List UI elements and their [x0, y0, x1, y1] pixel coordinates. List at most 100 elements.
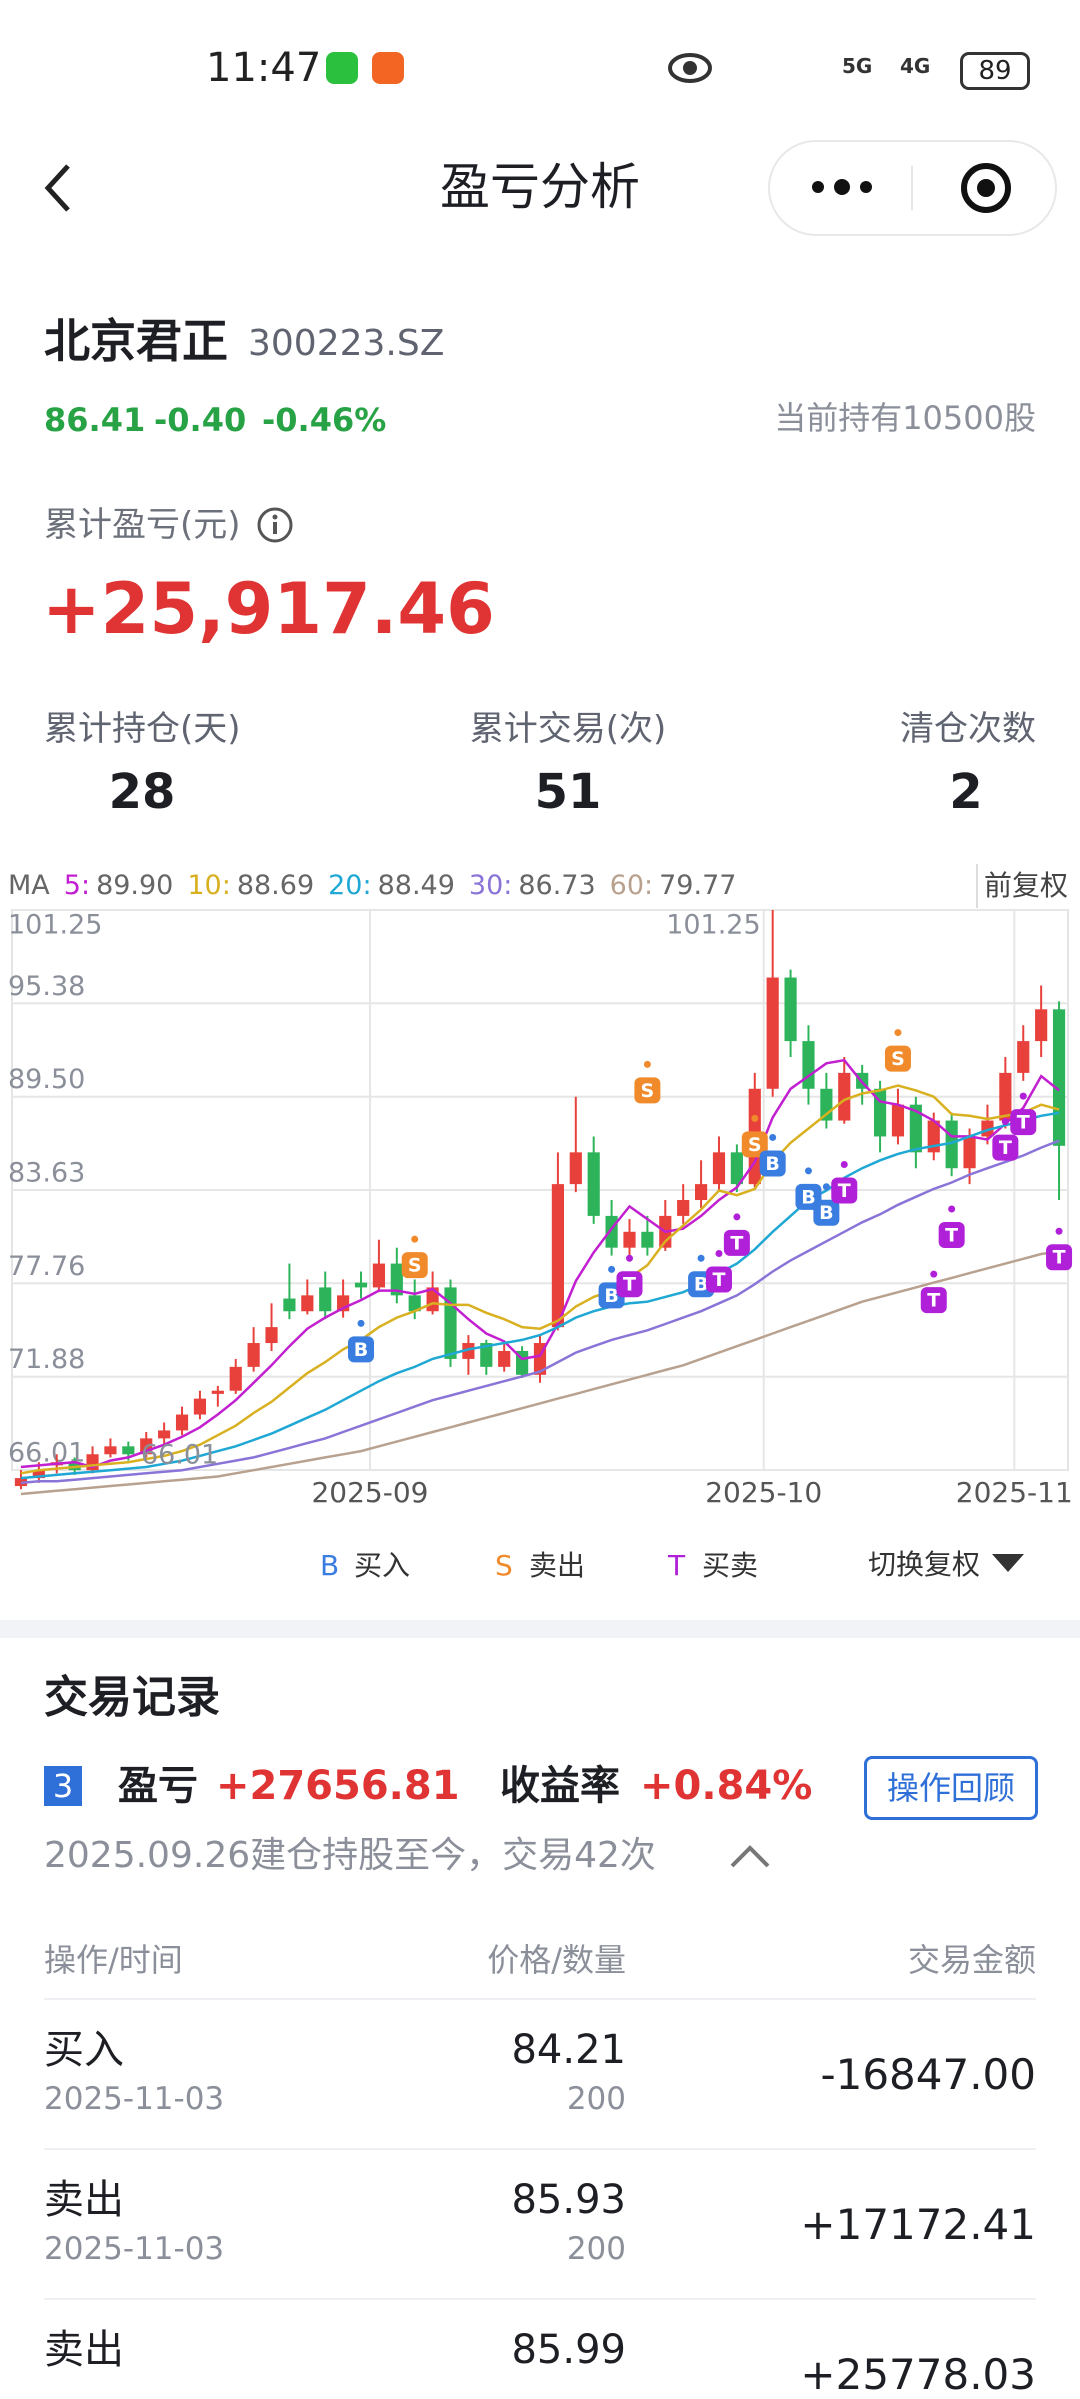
row-price: 85.99	[511, 2327, 626, 2373]
trade-marker-label: B	[354, 1339, 368, 1361]
ma-legend: MA 589.90 1088.69 2088.49 3086.73 6079.77	[8, 870, 736, 901]
candle-body	[175, 1414, 189, 1431]
row-amount: +25778.03	[800, 2350, 1036, 2399]
ma-line	[20, 1111, 1060, 1480]
trade-marker	[401, 1252, 428, 1279]
candle-body	[1052, 1009, 1066, 1146]
trade-marker-label: B	[765, 1153, 779, 1175]
pnl-value: +27656.81	[216, 1763, 460, 1809]
trade-marker	[992, 1134, 1019, 1161]
back-button[interactable]	[40, 160, 80, 216]
row-qty: 200	[566, 2081, 626, 2117]
column-header: 价格/数量	[487, 1941, 626, 1979]
trade-marker	[884, 1045, 911, 1072]
trade-marker-label: S	[408, 1255, 422, 1277]
candle-body	[694, 1184, 708, 1201]
marker-dot	[1001, 1118, 1009, 1126]
ma-line	[20, 1139, 1060, 1485]
trade-marker-label: T	[623, 1274, 636, 1296]
page-title: 盈亏分析	[440, 158, 640, 216]
status-time: 11:47	[206, 45, 322, 91]
ma-value: 88.49	[377, 870, 455, 901]
stock-name: 北京君正	[44, 314, 228, 368]
candle-body	[301, 1295, 314, 1312]
candle-body	[784, 977, 797, 1042]
candle-body	[677, 1200, 690, 1216]
stat-label: 累计持仓(天)	[44, 709, 241, 749]
candle-body	[444, 1287, 457, 1359]
candle-body	[193, 1398, 207, 1415]
max-label: 101.25	[666, 910, 760, 941]
trade-marker	[920, 1287, 947, 1314]
price: 86.41	[44, 401, 146, 439]
trade-marker	[813, 1199, 840, 1226]
marker-dot	[357, 1319, 365, 1327]
row-amount: +17172.41	[800, 2200, 1036, 2249]
y-tick-label: 83.63	[8, 1158, 85, 1189]
candle-body	[265, 1327, 278, 1344]
marker-dot	[948, 1205, 956, 1213]
review-button[interactable]: 操作回顾	[864, 1756, 1038, 1820]
x-tick-label: 2025-09	[311, 1476, 428, 1509]
trade-marker-label: T	[712, 1269, 725, 1291]
rate-label: 收益率	[500, 1763, 620, 1809]
trade-marker-label: T	[1017, 1112, 1030, 1134]
more-button[interactable]	[808, 172, 878, 202]
info-icon[interactable]	[256, 506, 294, 544]
trade-marker-label: S	[641, 1080, 655, 1102]
switch-text: 切换复权	[868, 1548, 981, 1581]
trade-marker	[616, 1271, 643, 1298]
collapse-icon[interactable]	[726, 1840, 774, 1872]
y-tick-label: 101.25	[8, 910, 102, 941]
legend-text: 买卖	[702, 1549, 759, 1582]
ma-value: 89.90	[96, 870, 174, 901]
stat-value: 2	[949, 764, 983, 820]
candle-body	[211, 1390, 224, 1394]
row-date: 2025-11-03	[44, 2081, 225, 2117]
candle-body	[605, 1215, 618, 1248]
trade-marker-label: B	[801, 1186, 815, 1208]
marker-dot	[733, 1213, 741, 1221]
trade-marker-label: T	[1053, 1247, 1066, 1269]
caret	[992, 1554, 1025, 1572]
badge: 3	[44, 1766, 82, 1806]
candle-body	[623, 1231, 636, 1248]
section-gap	[0, 1620, 1080, 1638]
candle-body	[963, 1136, 976, 1169]
pnl-value: +25,917.46	[42, 568, 495, 650]
marker-dot	[894, 1029, 902, 1037]
battery: 89	[960, 52, 1030, 90]
trade-marker	[759, 1150, 786, 1177]
switch-adjust[interactable]: 切换复权	[868, 1550, 1028, 1579]
records-summary: 2025.09.26建仓持股至今，交易42次	[44, 1835, 656, 1876]
trade-marker-label: T	[838, 1180, 851, 1202]
legend-letter: T	[668, 1549, 686, 1582]
close-button[interactable]	[960, 162, 1012, 214]
ma-line	[20, 1084, 1060, 1475]
row-qty: 200	[566, 2231, 626, 2267]
ma-title: MA	[8, 870, 50, 901]
trade-marker	[1046, 1244, 1073, 1271]
adjust-button[interactable]: 前复权	[976, 864, 1068, 908]
trade-marker	[741, 1131, 768, 1158]
ma-line	[20, 1250, 1060, 1496]
candle-body	[873, 1088, 887, 1137]
marker-dot	[751, 1114, 759, 1122]
candle-body	[641, 1231, 654, 1248]
trade-marker	[348, 1336, 375, 1363]
candle-body	[712, 1152, 726, 1185]
marker-dot	[804, 1167, 812, 1175]
trade-marker-label: T	[927, 1290, 940, 1312]
stat-label: 累计交易(次)	[469, 709, 667, 749]
chart-legend: B 买入 S 卖出 T 买卖	[0, 1548, 1080, 1588]
legend-text: 买入	[354, 1549, 411, 1582]
stat-label: 清仓次数	[900, 709, 1036, 749]
trade-marker-label: B	[819, 1202, 833, 1224]
candle-body	[1035, 1009, 1048, 1042]
marker-dot	[608, 1265, 616, 1273]
capsule-divider	[911, 166, 913, 210]
candle-body	[122, 1446, 135, 1455]
candle-body	[462, 1343, 475, 1359]
legend-letter: S	[495, 1549, 513, 1582]
trade-marker	[831, 1177, 858, 1204]
